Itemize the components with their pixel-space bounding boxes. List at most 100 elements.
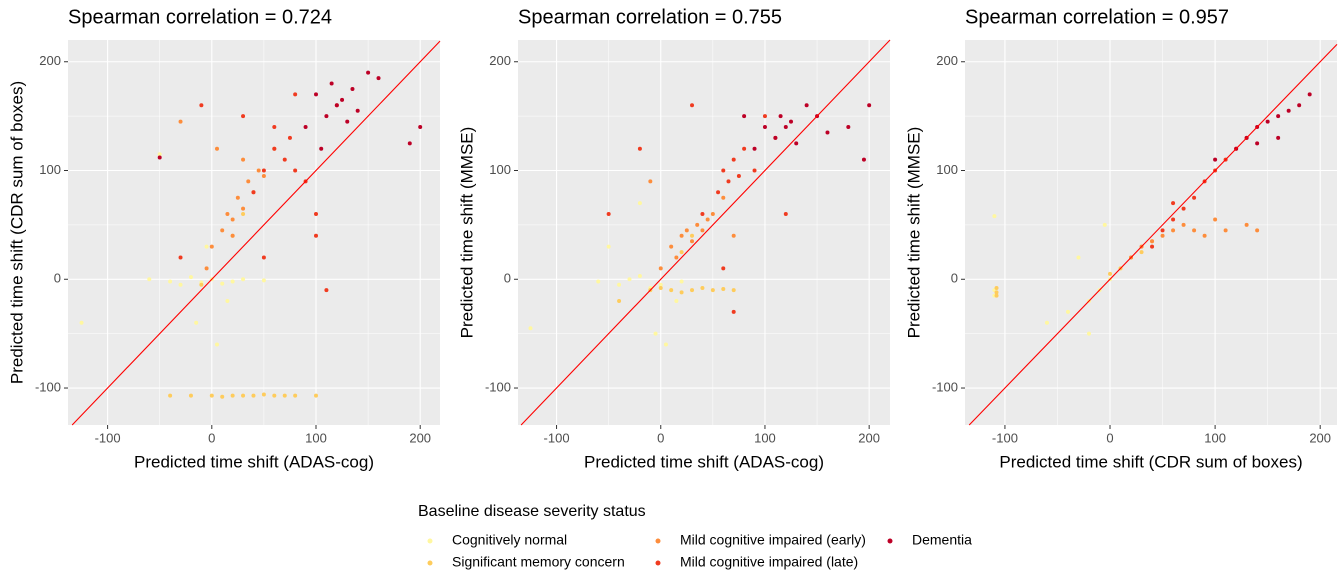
x-axis-label: Predicted time shift (ADAS-cog) bbox=[584, 452, 824, 471]
point bbox=[783, 125, 788, 130]
point bbox=[679, 279, 684, 284]
point bbox=[794, 141, 799, 146]
point bbox=[617, 282, 622, 287]
legend-label: Mild cognitive impaired (late) bbox=[680, 554, 858, 570]
point bbox=[669, 288, 674, 293]
x-tick-label: 0 bbox=[1106, 430, 1113, 445]
point bbox=[215, 342, 220, 347]
chart-title: Spearman correlation = 0.957 bbox=[965, 6, 1229, 28]
legend-label: Dementia bbox=[912, 532, 972, 548]
point bbox=[674, 255, 679, 260]
point bbox=[721, 287, 726, 292]
point bbox=[220, 394, 225, 399]
point bbox=[731, 288, 736, 293]
point bbox=[627, 277, 632, 282]
panel: -100 0 100 200 -100 0 100 200 Spearman correlati… bbox=[457, 6, 891, 471]
point bbox=[199, 282, 204, 287]
point bbox=[804, 103, 809, 108]
point bbox=[225, 212, 230, 217]
point bbox=[1297, 103, 1302, 108]
y-tick-label: 200 bbox=[936, 53, 958, 68]
x-tick-label: 100 bbox=[305, 430, 327, 445]
point bbox=[293, 92, 298, 97]
point bbox=[293, 168, 298, 173]
point bbox=[241, 212, 246, 217]
point bbox=[716, 190, 721, 195]
point bbox=[731, 309, 736, 314]
point bbox=[230, 217, 235, 222]
point bbox=[147, 277, 152, 282]
point bbox=[742, 114, 747, 119]
point bbox=[261, 255, 266, 260]
point bbox=[690, 288, 695, 293]
point bbox=[1171, 201, 1176, 206]
point bbox=[241, 157, 246, 162]
point bbox=[752, 168, 757, 173]
point bbox=[867, 103, 872, 108]
point bbox=[272, 125, 277, 130]
point bbox=[314, 212, 318, 217]
x-tick-label: 100 bbox=[1204, 430, 1226, 445]
point bbox=[695, 222, 700, 227]
x-axis-label: Predicted time shift (ADAS-cog) bbox=[134, 452, 374, 471]
point bbox=[168, 279, 173, 284]
point bbox=[994, 285, 999, 290]
legend-swatch bbox=[427, 538, 433, 544]
x-tick-label: -100 bbox=[95, 430, 121, 445]
x-axis-label: Predicted time shift (CDR sum of boxes) bbox=[999, 452, 1302, 471]
x-tick-label: 200 bbox=[1309, 430, 1331, 445]
point bbox=[241, 277, 246, 282]
point bbox=[648, 179, 653, 184]
y-tick-label: 200 bbox=[489, 53, 511, 68]
point bbox=[606, 212, 611, 217]
point bbox=[340, 97, 345, 102]
x-tick-label: 200 bbox=[409, 430, 431, 445]
point bbox=[992, 214, 997, 219]
point bbox=[1108, 271, 1113, 276]
y-tick-label: 0 bbox=[951, 271, 958, 286]
point bbox=[314, 233, 318, 238]
point bbox=[1160, 233, 1165, 238]
point bbox=[1213, 157, 1218, 162]
point bbox=[1065, 309, 1070, 314]
point bbox=[1307, 92, 1312, 97]
point bbox=[679, 250, 684, 255]
point bbox=[209, 393, 214, 398]
x-tick-label: -100 bbox=[544, 430, 570, 445]
point bbox=[1181, 222, 1186, 227]
y-axis-label: Predicted time shift (CDR sum of boxes) bbox=[7, 81, 26, 384]
x-tick-label: 200 bbox=[858, 430, 880, 445]
point bbox=[669, 244, 674, 249]
point bbox=[272, 146, 277, 151]
point bbox=[261, 168, 266, 173]
point bbox=[235, 195, 240, 200]
point bbox=[168, 393, 173, 398]
point bbox=[241, 206, 246, 211]
point bbox=[261, 278, 266, 283]
legend-swatch bbox=[655, 560, 661, 566]
point bbox=[861, 157, 866, 162]
point bbox=[334, 103, 339, 108]
point bbox=[1150, 244, 1155, 249]
y-tick-label: -100 bbox=[35, 379, 61, 394]
point bbox=[721, 266, 726, 271]
point bbox=[1076, 255, 1081, 260]
point bbox=[994, 290, 999, 295]
point bbox=[658, 285, 663, 290]
point bbox=[1276, 114, 1281, 119]
point bbox=[1171, 217, 1176, 222]
point bbox=[230, 393, 235, 398]
point bbox=[1044, 320, 1049, 325]
point bbox=[241, 114, 246, 119]
point bbox=[261, 173, 266, 178]
point bbox=[736, 173, 741, 178]
point bbox=[1150, 239, 1155, 244]
point bbox=[407, 141, 412, 146]
point bbox=[679, 290, 684, 295]
y-tick-label: 0 bbox=[54, 271, 61, 286]
plot-background bbox=[68, 40, 440, 425]
point bbox=[204, 244, 209, 249]
point bbox=[1171, 228, 1176, 233]
point bbox=[778, 114, 783, 119]
